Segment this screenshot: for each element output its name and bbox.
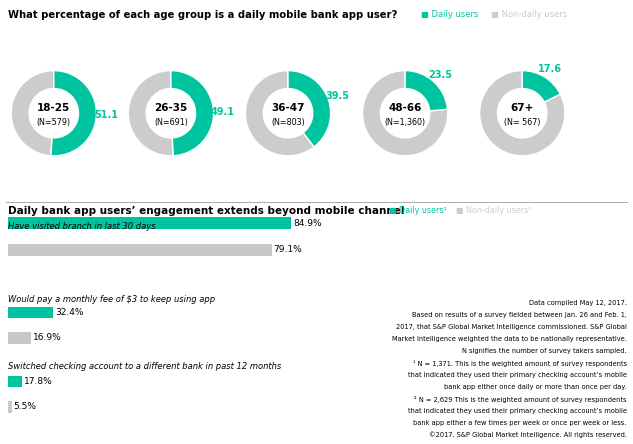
Text: 23.5: 23.5 xyxy=(428,70,452,80)
Bar xyxy=(8,376,22,387)
Text: bank app either once daily or more than once per day.: bank app either once daily or more than … xyxy=(444,384,627,390)
Text: 67+: 67+ xyxy=(511,103,534,113)
Wedge shape xyxy=(11,71,54,156)
Wedge shape xyxy=(522,71,560,102)
Bar xyxy=(8,332,31,344)
Text: that indicated they used their primary checking account’s mobile: that indicated they used their primary c… xyxy=(408,408,627,414)
Bar xyxy=(8,218,291,229)
Wedge shape xyxy=(480,71,565,156)
Text: ■ Non-daily users: ■ Non-daily users xyxy=(491,10,567,19)
Text: N signifies the number of survey takers sampled.: N signifies the number of survey takers … xyxy=(462,348,627,354)
Text: 36-47: 36-47 xyxy=(272,103,304,113)
Text: Data compiled May 12, 2017.: Data compiled May 12, 2017. xyxy=(529,300,627,306)
Text: ¹ N = 1,371. This is the weighted amount of survey respondents: ¹ N = 1,371. This is the weighted amount… xyxy=(413,360,627,367)
Text: 49.1: 49.1 xyxy=(211,107,235,117)
Text: ² N = 2,629 This is the weighted amount of survey respondents: ² N = 2,629 This is the weighted amount … xyxy=(414,396,627,403)
Text: (N= 567): (N= 567) xyxy=(504,118,541,127)
Wedge shape xyxy=(363,71,448,156)
Wedge shape xyxy=(246,71,314,156)
Text: 5.5%: 5.5% xyxy=(13,402,37,411)
Text: 26-35: 26-35 xyxy=(154,103,187,113)
Text: 51.1: 51.1 xyxy=(94,110,118,120)
Bar xyxy=(8,244,272,256)
Text: Switched checking account to a different bank in past 12 months: Switched checking account to a different… xyxy=(8,362,281,371)
Text: Market Intelligence weighted the data to be nationally representative.: Market Intelligence weighted the data to… xyxy=(392,336,627,342)
Text: (N=691): (N=691) xyxy=(154,118,188,127)
Text: 32.4%: 32.4% xyxy=(55,308,84,317)
Text: ■ Daily users: ■ Daily users xyxy=(421,10,479,19)
Text: 84.9%: 84.9% xyxy=(293,219,322,228)
Bar xyxy=(8,307,53,318)
Text: Based on results of a survey fielded between Jan. 26 and Feb. 1,: Based on results of a survey fielded bet… xyxy=(412,312,627,318)
Wedge shape xyxy=(51,71,96,156)
Text: Would pay a monthly fee of $3 to keep using app: Would pay a monthly fee of $3 to keep us… xyxy=(8,295,215,304)
Wedge shape xyxy=(288,71,330,147)
Text: ■ Daily users¹: ■ Daily users¹ xyxy=(389,206,447,215)
Text: ©2017. S&P Global Market Intelligence. All rights reserved.: ©2017. S&P Global Market Intelligence. A… xyxy=(429,432,627,438)
Text: 79.1%: 79.1% xyxy=(273,246,303,254)
Text: Have visited branch in last 30 days: Have visited branch in last 30 days xyxy=(8,222,155,231)
Wedge shape xyxy=(405,71,448,111)
Text: 17.6: 17.6 xyxy=(537,64,561,74)
Text: that indicated they used their primary checking account’s mobile: that indicated they used their primary c… xyxy=(408,372,627,378)
Text: bank app either a few times per week or once per week or less.: bank app either a few times per week or … xyxy=(413,420,627,426)
Wedge shape xyxy=(171,71,213,156)
Text: 48-66: 48-66 xyxy=(389,103,422,113)
Text: ■ Non-daily users²: ■ Non-daily users² xyxy=(456,206,531,215)
Text: 39.5: 39.5 xyxy=(325,91,349,101)
Text: 17.8%: 17.8% xyxy=(23,377,53,386)
Text: Daily bank app users’ engagement extends beyond mobile channel: Daily bank app users’ engagement extends… xyxy=(8,206,404,217)
Text: (N=1,360): (N=1,360) xyxy=(385,118,425,127)
Bar xyxy=(8,401,12,412)
Text: (N=579): (N=579) xyxy=(37,118,71,127)
Wedge shape xyxy=(128,71,173,156)
Text: What percentage of each age group is a daily mobile bank app user?: What percentage of each age group is a d… xyxy=(8,10,397,20)
Text: 16.9%: 16.9% xyxy=(34,333,62,342)
Text: 2017, that S&P Global Market Intelligence commissioned. S&P Global: 2017, that S&P Global Market Intelligenc… xyxy=(396,324,627,330)
Text: 18-25: 18-25 xyxy=(37,103,70,113)
Text: (N=803): (N=803) xyxy=(271,118,305,127)
